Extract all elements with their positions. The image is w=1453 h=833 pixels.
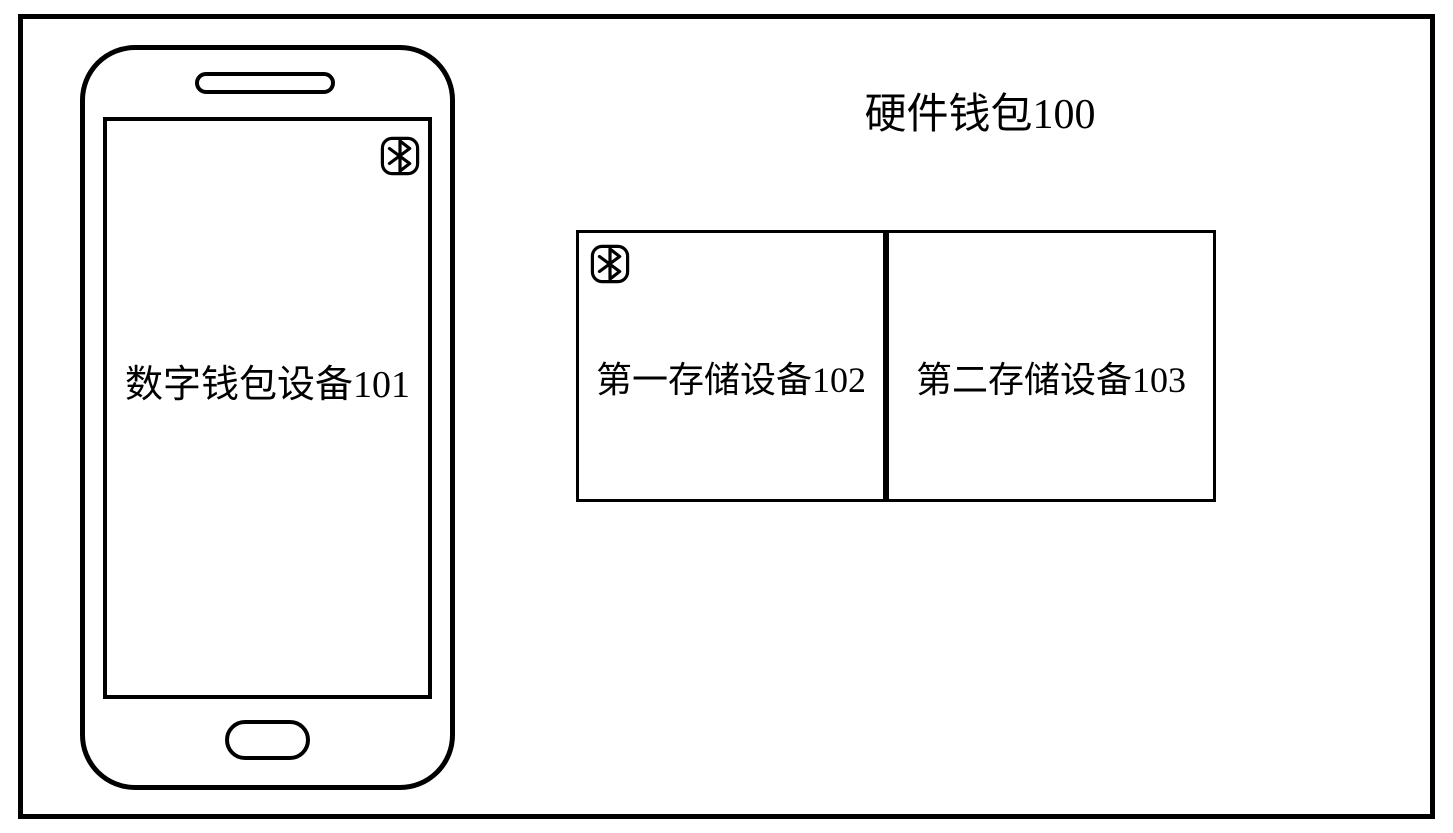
phone-home-button xyxy=(225,720,310,760)
digital-wallet-device-label: 数字钱包设备101 xyxy=(110,360,425,410)
bluetooth-icon xyxy=(588,242,632,286)
first-storage-device-label: 第一存储设备102 xyxy=(578,355,884,405)
title-hardware-wallet: 硬件钱包100 xyxy=(770,85,1190,145)
phone-speaker xyxy=(195,72,335,94)
second-storage-device-label: 第二存储设备103 xyxy=(888,355,1214,405)
bluetooth-icon xyxy=(378,134,422,178)
